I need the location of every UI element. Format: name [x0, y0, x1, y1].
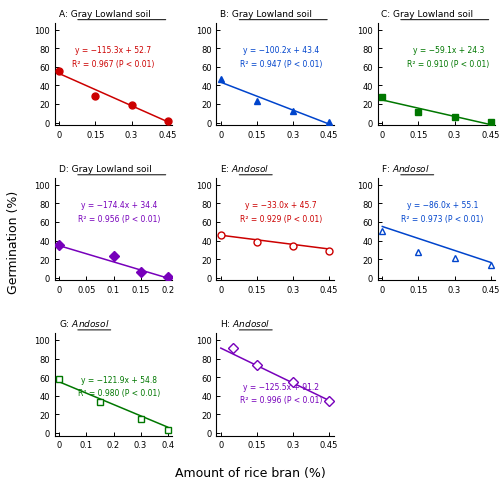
Text: y = −100.2x + 43.4: y = −100.2x + 43.4	[242, 46, 319, 55]
Text: Amount of rice bran (%): Amount of rice bran (%)	[174, 466, 326, 479]
Text: Germination (%): Germination (%)	[8, 191, 20, 293]
Text: A: Gray Lowland soil: A: Gray Lowland soil	[58, 10, 150, 19]
Text: y = −121.9x + 54.8: y = −121.9x + 54.8	[82, 375, 158, 384]
Text: y = −174.4x + 34.4: y = −174.4x + 34.4	[81, 201, 158, 210]
Text: D: Gray Lowland soil: D: Gray Lowland soil	[58, 165, 152, 174]
Text: y = −59.1x + 24.3: y = −59.1x + 24.3	[412, 46, 484, 55]
Text: R² = 0.956 (P < 0.01): R² = 0.956 (P < 0.01)	[78, 214, 160, 223]
Text: B: Gray Lowland soil: B: Gray Lowland soil	[220, 10, 312, 19]
Text: R² = 0.929 (P < 0.01): R² = 0.929 (P < 0.01)	[240, 214, 322, 223]
Text: E: $\it{Andosol}$: E: $\it{Andosol}$	[220, 163, 270, 174]
Text: R² = 0.973 (P < 0.01): R² = 0.973 (P < 0.01)	[401, 214, 483, 223]
Text: R² = 0.910 (P < 0.01): R² = 0.910 (P < 0.01)	[407, 60, 490, 68]
Text: y = −33.0x + 45.7: y = −33.0x + 45.7	[245, 201, 316, 210]
Text: y = −86.0x + 55.1: y = −86.0x + 55.1	[406, 201, 478, 210]
Text: H: $\it{Andosol}$: H: $\it{Andosol}$	[220, 318, 270, 329]
Text: y = −115.3x + 52.7: y = −115.3x + 52.7	[76, 46, 152, 55]
Text: C: Gray Lowland soil: C: Gray Lowland soil	[382, 10, 474, 19]
Text: R² = 0.967 (P < 0.01): R² = 0.967 (P < 0.01)	[72, 60, 154, 68]
Text: y = −125.5x + 91.2: y = −125.5x + 91.2	[243, 382, 319, 391]
Text: F: $\it{Andosol}$: F: $\it{Andosol}$	[382, 163, 430, 174]
Text: R² = 0.947 (P < 0.01): R² = 0.947 (P < 0.01)	[240, 60, 322, 68]
Text: R² = 0.980 (P < 0.01): R² = 0.980 (P < 0.01)	[78, 388, 160, 397]
Text: G: $\it{Andosol}$: G: $\it{Andosol}$	[58, 318, 109, 329]
Text: R² = 0.996 (P < 0.01): R² = 0.996 (P < 0.01)	[240, 395, 322, 405]
